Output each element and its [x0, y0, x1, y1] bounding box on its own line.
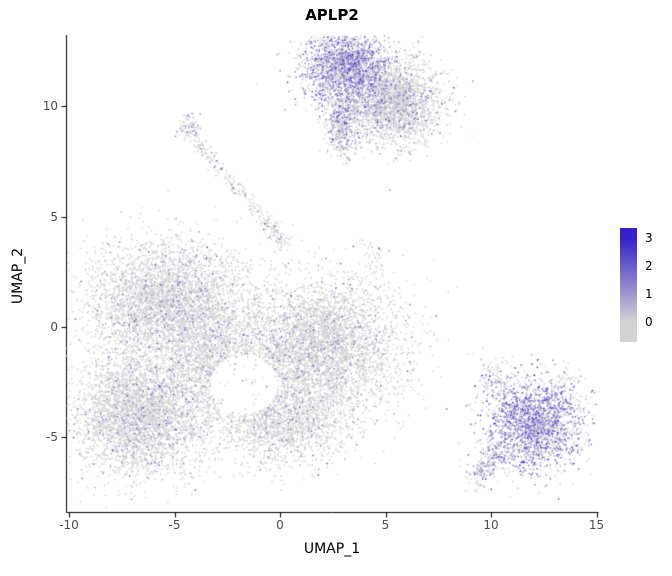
y-axis-label: UMAP_2	[10, 247, 26, 305]
colorbar-tick-label: 1	[645, 286, 653, 301]
x-tick-label: 10	[483, 518, 499, 532]
y-tick-label: 0	[50, 320, 58, 334]
y-tick-label: 5	[50, 209, 58, 224]
x-tick-label: 5	[381, 518, 390, 532]
expression-colorbar: 3 2 1 0	[618, 228, 672, 346]
chart-title: APLP2	[305, 6, 359, 24]
y-tick-label: -5	[46, 430, 58, 445]
y-tick-label: 10	[42, 99, 58, 114]
colorbar-tick-label: 2	[645, 259, 653, 273]
colorbar-tick-label: 0	[645, 314, 653, 329]
x-tick-label: -5	[168, 518, 181, 532]
x-tick-label: 0	[276, 518, 284, 532]
x-tick-label: -10	[59, 518, 79, 532]
colorbar-gradient	[620, 228, 637, 342]
x-tick-label: 15	[588, 518, 605, 532]
x-axis-label: UMAP_1	[303, 541, 361, 557]
colorbar-tick-label: 3	[645, 231, 653, 246]
